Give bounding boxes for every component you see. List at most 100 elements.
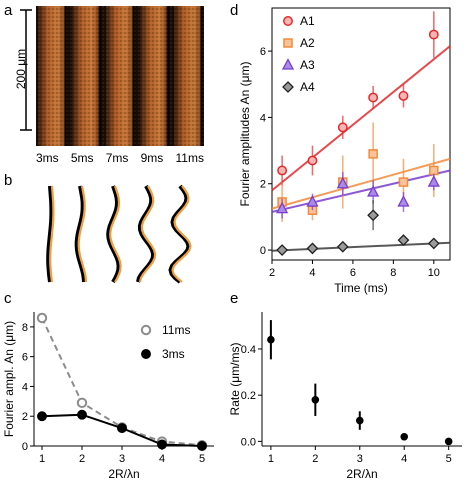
legend-marker-A1 <box>283 16 293 26</box>
fit-line-A3 <box>271 169 451 213</box>
series-line-11ms <box>41 317 203 447</box>
front-trace-black-2 <box>74 185 86 283</box>
front-trace-orange-2 <box>77 185 88 283</box>
x-tick-label: 5 <box>446 453 452 465</box>
data-point-4 <box>400 432 409 441</box>
y-tick-label: 2 <box>260 179 266 191</box>
x-tick-label: 2 <box>312 453 318 465</box>
data-point-3 <box>355 416 364 425</box>
legend-marker-11ms <box>140 324 152 336</box>
data-point-A3-8.5 <box>397 195 410 207</box>
y-tick-label: 0 <box>22 441 28 453</box>
x-axis-label: Time (ms) <box>334 281 388 295</box>
data-point-A4-8.5 <box>397 234 410 247</box>
data-point-A1-5.5 <box>337 122 348 133</box>
front-trace-black-5 <box>168 184 191 284</box>
y-tick-label: 4 <box>22 381 28 393</box>
legend-label-A3: A3 <box>300 58 315 72</box>
y-axis-label: Rate (μm/ms) <box>228 343 242 416</box>
x-tick-label: 6 <box>350 267 356 279</box>
data-point-2 <box>311 395 320 404</box>
time-labels: 3ms 5ms 7ms 9ms 11ms <box>36 151 204 165</box>
data-point-3ms-2 <box>77 409 87 420</box>
data-point-A2-8.5 <box>398 177 409 187</box>
time-label-7ms: 7ms <box>105 151 129 165</box>
y-tick-label: 6 <box>22 352 28 364</box>
front-trace-black-1 <box>46 185 54 283</box>
data-point-11ms-2 <box>76 397 88 409</box>
data-point-A4-10 <box>427 237 440 250</box>
legend-marker-A2 <box>283 38 293 48</box>
y-tick-label: 0 <box>260 245 266 257</box>
front-trace-orange-3 <box>109 185 122 283</box>
y-tick-label: 6 <box>260 46 266 58</box>
x-tick-label: 10 <box>428 267 440 279</box>
y-tick-label: 0.2 <box>241 390 256 402</box>
legend-label-A2: A2 <box>300 36 315 50</box>
fit-line-A4 <box>271 241 451 252</box>
data-point-A2-10 <box>429 165 439 176</box>
panel-letter-a: a <box>4 2 13 19</box>
data-point-A1-8.5 <box>398 90 409 101</box>
y-tick-label: 0.4 <box>241 344 256 356</box>
x-tick-label: 4 <box>309 267 315 279</box>
x-tick-label: 3 <box>357 453 363 465</box>
x-tick-label: 8 <box>390 267 396 279</box>
y-tick-label: 8 <box>22 322 28 334</box>
x-tick-label: 2 <box>269 267 275 279</box>
data-point-5 <box>444 437 453 446</box>
x-tick-label: 5 <box>199 453 205 465</box>
data-point-3ms-4 <box>157 439 167 450</box>
data-point-A4-2.5 <box>276 244 289 256</box>
y-tick-label: 0.0 <box>241 436 256 448</box>
legend-label-A1: A1 <box>300 14 315 28</box>
front-trace-black-4 <box>136 185 156 283</box>
x-axis-label: 2R/λn <box>346 467 377 481</box>
scale-bar-label: 200 μm <box>14 48 28 90</box>
data-point-A3-2.5 <box>276 201 289 214</box>
y-axis-label: Fourier ampl. An (μm) <box>2 321 16 437</box>
legend-marker-A4 <box>282 81 294 93</box>
data-point-A2-7 <box>368 149 378 159</box>
data-point-11ms-3 <box>116 422 128 433</box>
y-axis-label: Fourier amplitudes An (μm) <box>238 62 252 207</box>
x-tick-label: 2 <box>79 453 85 465</box>
front-stripe-3 <box>106 6 134 146</box>
data-point-A1-10 <box>428 29 439 40</box>
time-label-11ms: 11ms <box>175 151 204 165</box>
data-point-A4-5.5 <box>336 240 349 253</box>
time-label-5ms: 5ms <box>70 151 94 165</box>
data-point-11ms-4 <box>156 436 168 447</box>
data-point-A3-5.5 <box>336 176 349 189</box>
data-point-A4-4 <box>306 242 319 255</box>
data-point-3ms-5 <box>197 441 207 451</box>
legend-label-11ms: 11ms <box>162 323 190 337</box>
data-point-3ms-1 <box>37 411 47 422</box>
front-stripe-1 <box>38 6 66 146</box>
fit-line-A2 <box>271 157 451 210</box>
fit-line-A1 <box>271 45 451 192</box>
x-tick-label: 3 <box>119 453 125 465</box>
x-tick-label: 1 <box>268 453 274 465</box>
data-point-3ms-3 <box>117 423 127 434</box>
front-trace-black-3 <box>106 185 121 283</box>
panel-letter-e: e <box>230 290 239 307</box>
x-tick-label: 4 <box>159 453 165 465</box>
front-stripe-2 <box>72 6 100 146</box>
data-point-A3-4 <box>306 195 319 207</box>
data-point-11ms-5 <box>196 440 208 451</box>
data-point-A1-4 <box>307 155 318 166</box>
data-point-A2-5.5 <box>338 177 348 187</box>
data-point-A2-4 <box>307 205 318 216</box>
legend-marker-3ms <box>141 349 151 359</box>
front-trace-orange-5 <box>171 185 192 283</box>
x-tick-label: 4 <box>401 453 407 465</box>
data-point-A1-7 <box>368 92 379 103</box>
data-point-A3-7 <box>367 185 380 197</box>
data-point-1 <box>267 335 275 344</box>
x-axis-label: 2R/λn <box>108 467 139 481</box>
data-point-A4-7 <box>367 209 380 222</box>
